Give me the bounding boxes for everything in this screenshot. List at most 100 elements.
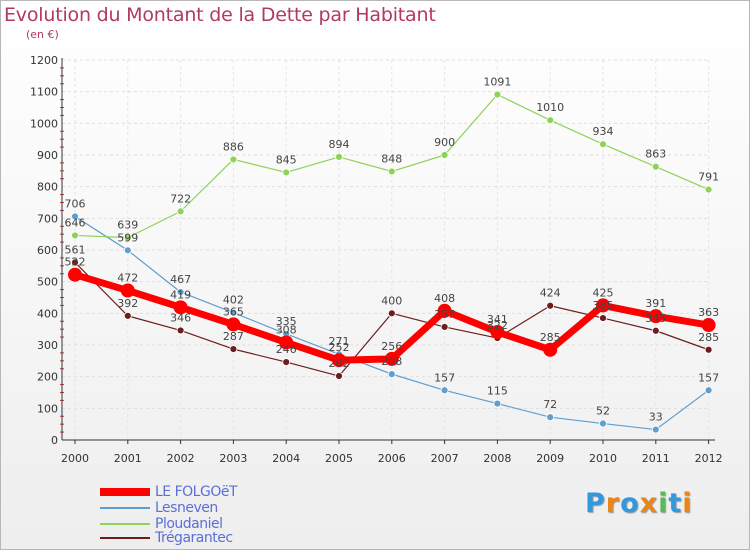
data-label: 308: [276, 323, 297, 336]
data-point: [546, 116, 555, 125]
data-label: 72: [543, 398, 557, 411]
data-label: 391: [645, 297, 666, 310]
legend-swatch: [100, 523, 150, 525]
data-point: [704, 345, 713, 354]
x-tick-label: 2007: [431, 452, 459, 465]
data-label: 202: [329, 357, 350, 370]
y-tick-label: 200: [37, 371, 58, 384]
legend-item: LE FOLGOëT: [100, 484, 238, 500]
x-tick-label: 2012: [695, 452, 723, 465]
proxiti-logo: Proxiti: [585, 488, 693, 519]
data-point: [704, 185, 713, 194]
legend-item: Trégarantec: [100, 530, 233, 546]
data-label: 791: [698, 171, 719, 184]
y-tick-label: 400: [37, 307, 58, 320]
data-label: 335: [276, 315, 297, 328]
data-label: 419: [170, 288, 191, 301]
data-point: [546, 301, 555, 310]
data-label: 1091: [483, 76, 511, 89]
x-tick-label: 2000: [61, 452, 89, 465]
data-point: [440, 386, 449, 395]
data-label: 246: [276, 343, 297, 356]
data-point: [123, 311, 132, 320]
data-point: [651, 326, 660, 335]
data-label: 341: [487, 313, 508, 326]
legend-swatch: [100, 537, 150, 539]
data-point: [229, 308, 238, 317]
data-label: 646: [65, 216, 86, 229]
y-tick-label: 0: [51, 434, 58, 447]
x-tick-label: 2010: [589, 452, 617, 465]
legend-label: Ploudaniel: [155, 516, 223, 532]
data-label: 402: [223, 294, 244, 307]
data-label: 425: [593, 286, 614, 299]
data-point: [651, 162, 660, 171]
data-point: [387, 309, 396, 318]
data-point: [173, 300, 188, 315]
legend-swatch: [100, 507, 150, 509]
data-point: [176, 326, 185, 335]
logo-letter: o: [620, 488, 640, 519]
y-tick-label: 800: [37, 181, 58, 194]
data-point: [493, 90, 502, 99]
data-point: [229, 155, 238, 164]
data-point: [543, 342, 558, 357]
data-label: 886: [223, 140, 244, 153]
y-tick-label: 1000: [30, 117, 58, 130]
legend-label: Lesneven: [155, 500, 218, 516]
data-label: 845: [276, 153, 297, 166]
data-point: [599, 314, 607, 322]
logo-letter: i: [658, 488, 669, 519]
data-label: 385: [593, 299, 614, 312]
x-tick-label: 2011: [642, 452, 670, 465]
data-label: 472: [117, 272, 138, 285]
x-tick-label: 2002: [167, 452, 195, 465]
data-label: 285: [540, 331, 561, 344]
data-point: [493, 399, 502, 408]
data-label: 400: [381, 294, 402, 307]
legend-item: Lesneven: [100, 500, 218, 516]
data-label: 467: [170, 273, 191, 286]
data-point: [71, 231, 79, 240]
data-label: 208: [381, 355, 402, 368]
data-label: 285: [698, 331, 719, 344]
data-label: 365: [223, 305, 244, 318]
data-label: 271: [329, 335, 350, 348]
logo-letter: i: [682, 488, 693, 519]
data-point: [282, 358, 291, 367]
y-tick-label: 1200: [30, 54, 58, 67]
x-tick-label: 2003: [219, 452, 247, 465]
data-point: [71, 212, 79, 221]
data-label: 863: [645, 148, 666, 161]
data-point: [71, 258, 79, 267]
x-tick-label: 2004: [272, 452, 300, 465]
data-label: 1010: [536, 101, 564, 114]
data-label: 157: [698, 371, 719, 384]
legend-swatch: [100, 488, 150, 496]
data-point: [596, 298, 610, 313]
unit-label: (en €): [26, 28, 59, 41]
data-label: 639: [117, 219, 138, 232]
legend-label: LE FOLGOëT: [155, 484, 238, 500]
data-point: [648, 309, 663, 324]
data-label: 894: [329, 138, 350, 151]
x-tick-label: 2005: [325, 452, 353, 465]
data-label: 322: [487, 319, 508, 332]
y-tick-label: 500: [37, 276, 58, 289]
data-point: [599, 419, 607, 428]
data-label: 287: [223, 330, 244, 343]
data-point: [384, 351, 399, 366]
logo-letter: r: [605, 488, 621, 519]
data-label: 33: [649, 411, 663, 424]
data-point: [546, 413, 555, 422]
data-point: [229, 345, 238, 354]
data-label: 599: [117, 231, 138, 244]
data-point: [68, 267, 82, 282]
x-tick-label: 2009: [536, 452, 564, 465]
data-label: 115: [487, 385, 508, 398]
logo-letter: P: [585, 488, 606, 519]
data-label: 357: [434, 308, 455, 321]
x-tick-label: 2001: [114, 452, 142, 465]
legend-item: Ploudaniel: [100, 516, 223, 532]
